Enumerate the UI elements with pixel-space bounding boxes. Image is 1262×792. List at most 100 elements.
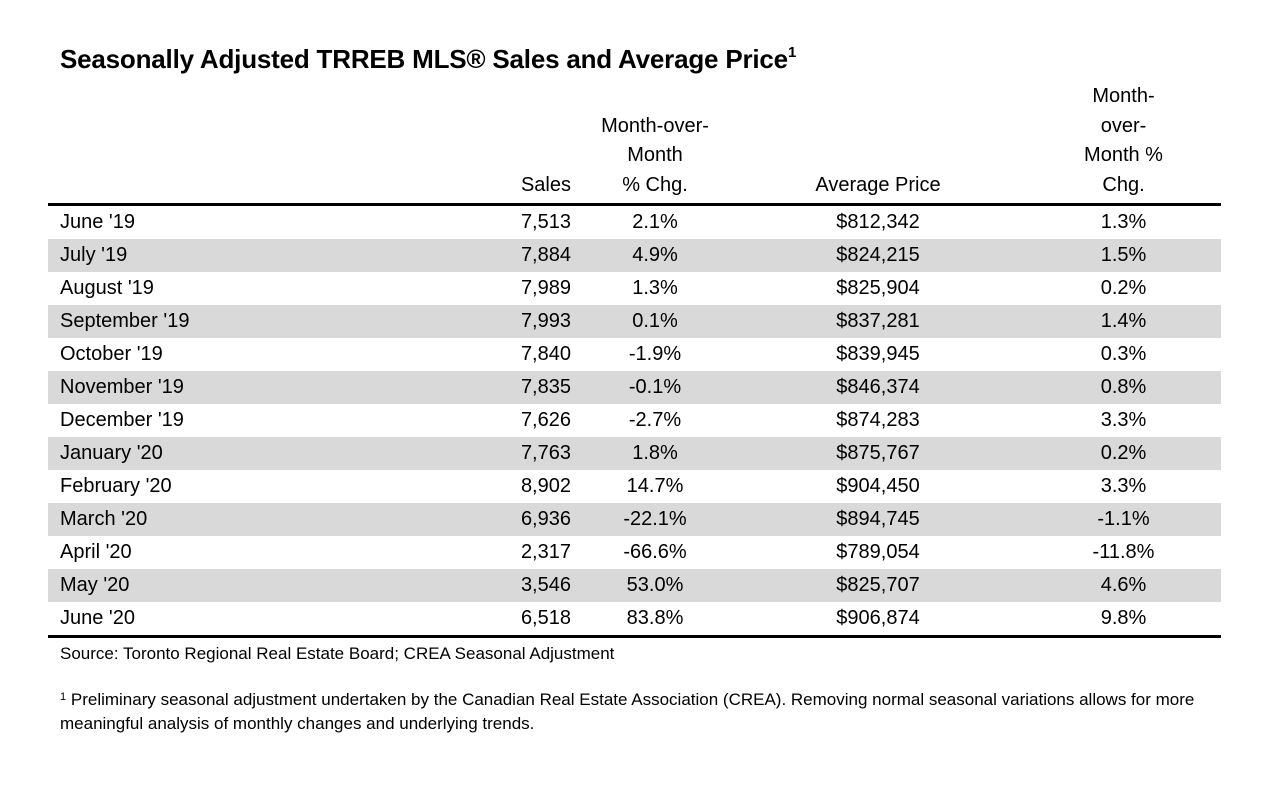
price-change-cell: -1.1% (1026, 503, 1221, 536)
table-row: June '19 7,513 2.1% $812,342 1.3% (48, 205, 1221, 240)
month-cell: June '20 (48, 602, 283, 638)
header-price-change: Month-over- Month % Chg. (1026, 82, 1221, 206)
sales-price-table: Sales Month-over-Month % Chg. Average Pri… (48, 82, 1221, 638)
header-month (48, 82, 283, 206)
title-footnote-marker: 1 (787, 44, 797, 61)
month-cell: November '19 (48, 371, 283, 404)
sales-cell: 7,626 (520, 409, 571, 431)
sales-change-cell: 2.1% (632, 211, 678, 233)
sales-cell: 6,936 (283, 503, 580, 536)
average-price-cell: $825,904 (836, 277, 920, 299)
header-price-change-line3: Month % (1084, 144, 1163, 166)
sales-cell: 7,763 (283, 437, 580, 470)
price-change-cell: 0.8% (1026, 371, 1221, 404)
page-title: Seasonally Adjusted TRREB MLS® Sales and… (60, 44, 796, 75)
table-row: June '20 6,518 83.8% $906,874 9.8% (48, 602, 1221, 638)
table-row: January '20 7,763 1.8% $875,767 0.2% (48, 437, 1221, 470)
sales-change-cell: 83.8% (580, 602, 730, 638)
source-note: Source: Toronto Regional Real Estate Boa… (60, 644, 615, 663)
month-cell: May '20 (48, 569, 283, 602)
price-change-cell: 1.5% (1026, 239, 1221, 272)
average-price-cell: $837,281 (730, 305, 1026, 338)
sales-cell: 7,989 (520, 277, 571, 299)
price-change-cell: 9.8% (1026, 602, 1221, 638)
table-row: October '19 7,840 -1.9% $839,945 0.3% (48, 338, 1221, 371)
title-text: Seasonally Adjusted TRREB MLS® Sales and… (60, 44, 788, 74)
footnote-marker: 1 (60, 691, 67, 703)
table-row: April '20 2,317 -66.6% $789,054 -11.8% (48, 536, 1221, 569)
average-price-cell: $894,745 (730, 503, 1026, 536)
sales-change-cell: 1.3% (632, 277, 678, 299)
price-change-cell: 1.4% (1026, 305, 1221, 338)
table-row: November '19 7,835 -0.1% $846,374 0.8% (48, 371, 1221, 404)
header-price-change-line2: over- (1100, 114, 1147, 137)
average-price-cell: $904,450 (836, 475, 920, 497)
average-price-cell: $874,283 (836, 409, 920, 431)
month-cell: April '20 (60, 541, 132, 563)
table-header-row: Sales Month-over-Month % Chg. Average Pri… (48, 82, 1221, 206)
sales-cell: 8,902 (520, 475, 571, 497)
average-price-cell: $824,215 (730, 239, 1026, 272)
average-price-cell: $906,874 (730, 602, 1026, 638)
month-cell: August '19 (60, 277, 154, 299)
price-change-cell: 0.2% (1026, 437, 1221, 470)
sales-cell: 3,546 (283, 569, 580, 602)
header-average-price-label: Average Price (815, 173, 941, 196)
average-price-cell: $846,374 (730, 371, 1026, 404)
table-row: September '19 7,993 0.1% $837,281 1.4% (48, 305, 1221, 338)
average-price-cell: $825,707 (730, 569, 1026, 602)
footnote: 1 Preliminary seasonal adjustment undert… (60, 685, 1220, 736)
sales-change-cell: 4.9% (580, 239, 730, 272)
header-sales-change-line2: % Chg. (622, 173, 688, 196)
sales-cell: 7,884 (283, 239, 580, 272)
price-change-cell: 4.6% (1026, 569, 1221, 602)
sales-change-cell: 1.8% (580, 437, 730, 470)
table-row: May '20 3,546 53.0% $825,707 4.6% (48, 569, 1221, 602)
sales-change-cell: 0.1% (580, 305, 730, 338)
sales-cell: 7,840 (520, 343, 571, 365)
table-row: March '20 6,936 -22.1% $894,745 -1.1% (48, 503, 1221, 536)
price-change-cell: -11.8% (1092, 541, 1155, 563)
average-price-cell: $839,945 (836, 343, 920, 365)
month-cell: October '19 (60, 343, 163, 365)
month-cell: February '20 (60, 475, 172, 497)
sales-change-cell: -1.9% (628, 343, 682, 365)
sales-change-cell: -2.7% (628, 409, 682, 431)
table-row: February '20 8,902 14.7% $904,450 3.3% (48, 470, 1221, 503)
sales-cell: 7,993 (283, 305, 580, 338)
sales-change-cell: -22.1% (580, 503, 730, 536)
sales-change-cell: -66.6% (623, 541, 687, 563)
header-sales-change-line1: Month-over-Month (601, 114, 709, 167)
price-change-cell: 1.3% (1100, 211, 1147, 233)
header-average-price: Average Price (730, 82, 1026, 206)
sales-change-cell: 53.0% (580, 569, 730, 602)
average-price-cell: $789,054 (836, 541, 920, 563)
average-price-cell: $875,767 (730, 437, 1026, 470)
header-sales: Sales (283, 82, 580, 206)
month-cell: December '19 (60, 409, 184, 431)
table-row: August '19 7,989 1.3% $825,904 0.2% (48, 272, 1221, 305)
header-price-change-line4: Chg. (1102, 173, 1145, 196)
price-change-cell: 3.3% (1100, 409, 1147, 431)
sales-cell: 7,835 (283, 371, 580, 404)
month-cell: January '20 (48, 437, 283, 470)
month-cell: June '19 (60, 211, 135, 233)
footnote-text: Preliminary seasonal adjustment undertak… (60, 690, 1195, 733)
sales-cell: 6,518 (283, 602, 580, 638)
table-row: December '19 7,626 -2.7% $874,283 3.3% (48, 404, 1221, 437)
price-change-cell: 0.2% (1100, 277, 1147, 299)
header-sales-label: Sales (520, 173, 571, 196)
header-sales-change: Month-over-Month % Chg. (580, 82, 730, 206)
month-cell: September '19 (48, 305, 283, 338)
sales-cell: 7,513 (520, 211, 571, 233)
table-row: July '19 7,884 4.9% $824,215 1.5% (48, 239, 1221, 272)
month-cell: July '19 (48, 239, 283, 272)
sales-cell: 2,317 (520, 541, 571, 563)
price-change-cell: 3.3% (1100, 475, 1147, 497)
price-change-cell: 0.3% (1100, 343, 1147, 365)
sales-change-cell: -0.1% (580, 371, 730, 404)
header-price-change-line1: Month- (1092, 85, 1155, 107)
average-price-cell: $812,342 (836, 211, 920, 233)
sales-change-cell: 14.7% (626, 475, 684, 497)
month-cell: March '20 (48, 503, 283, 536)
